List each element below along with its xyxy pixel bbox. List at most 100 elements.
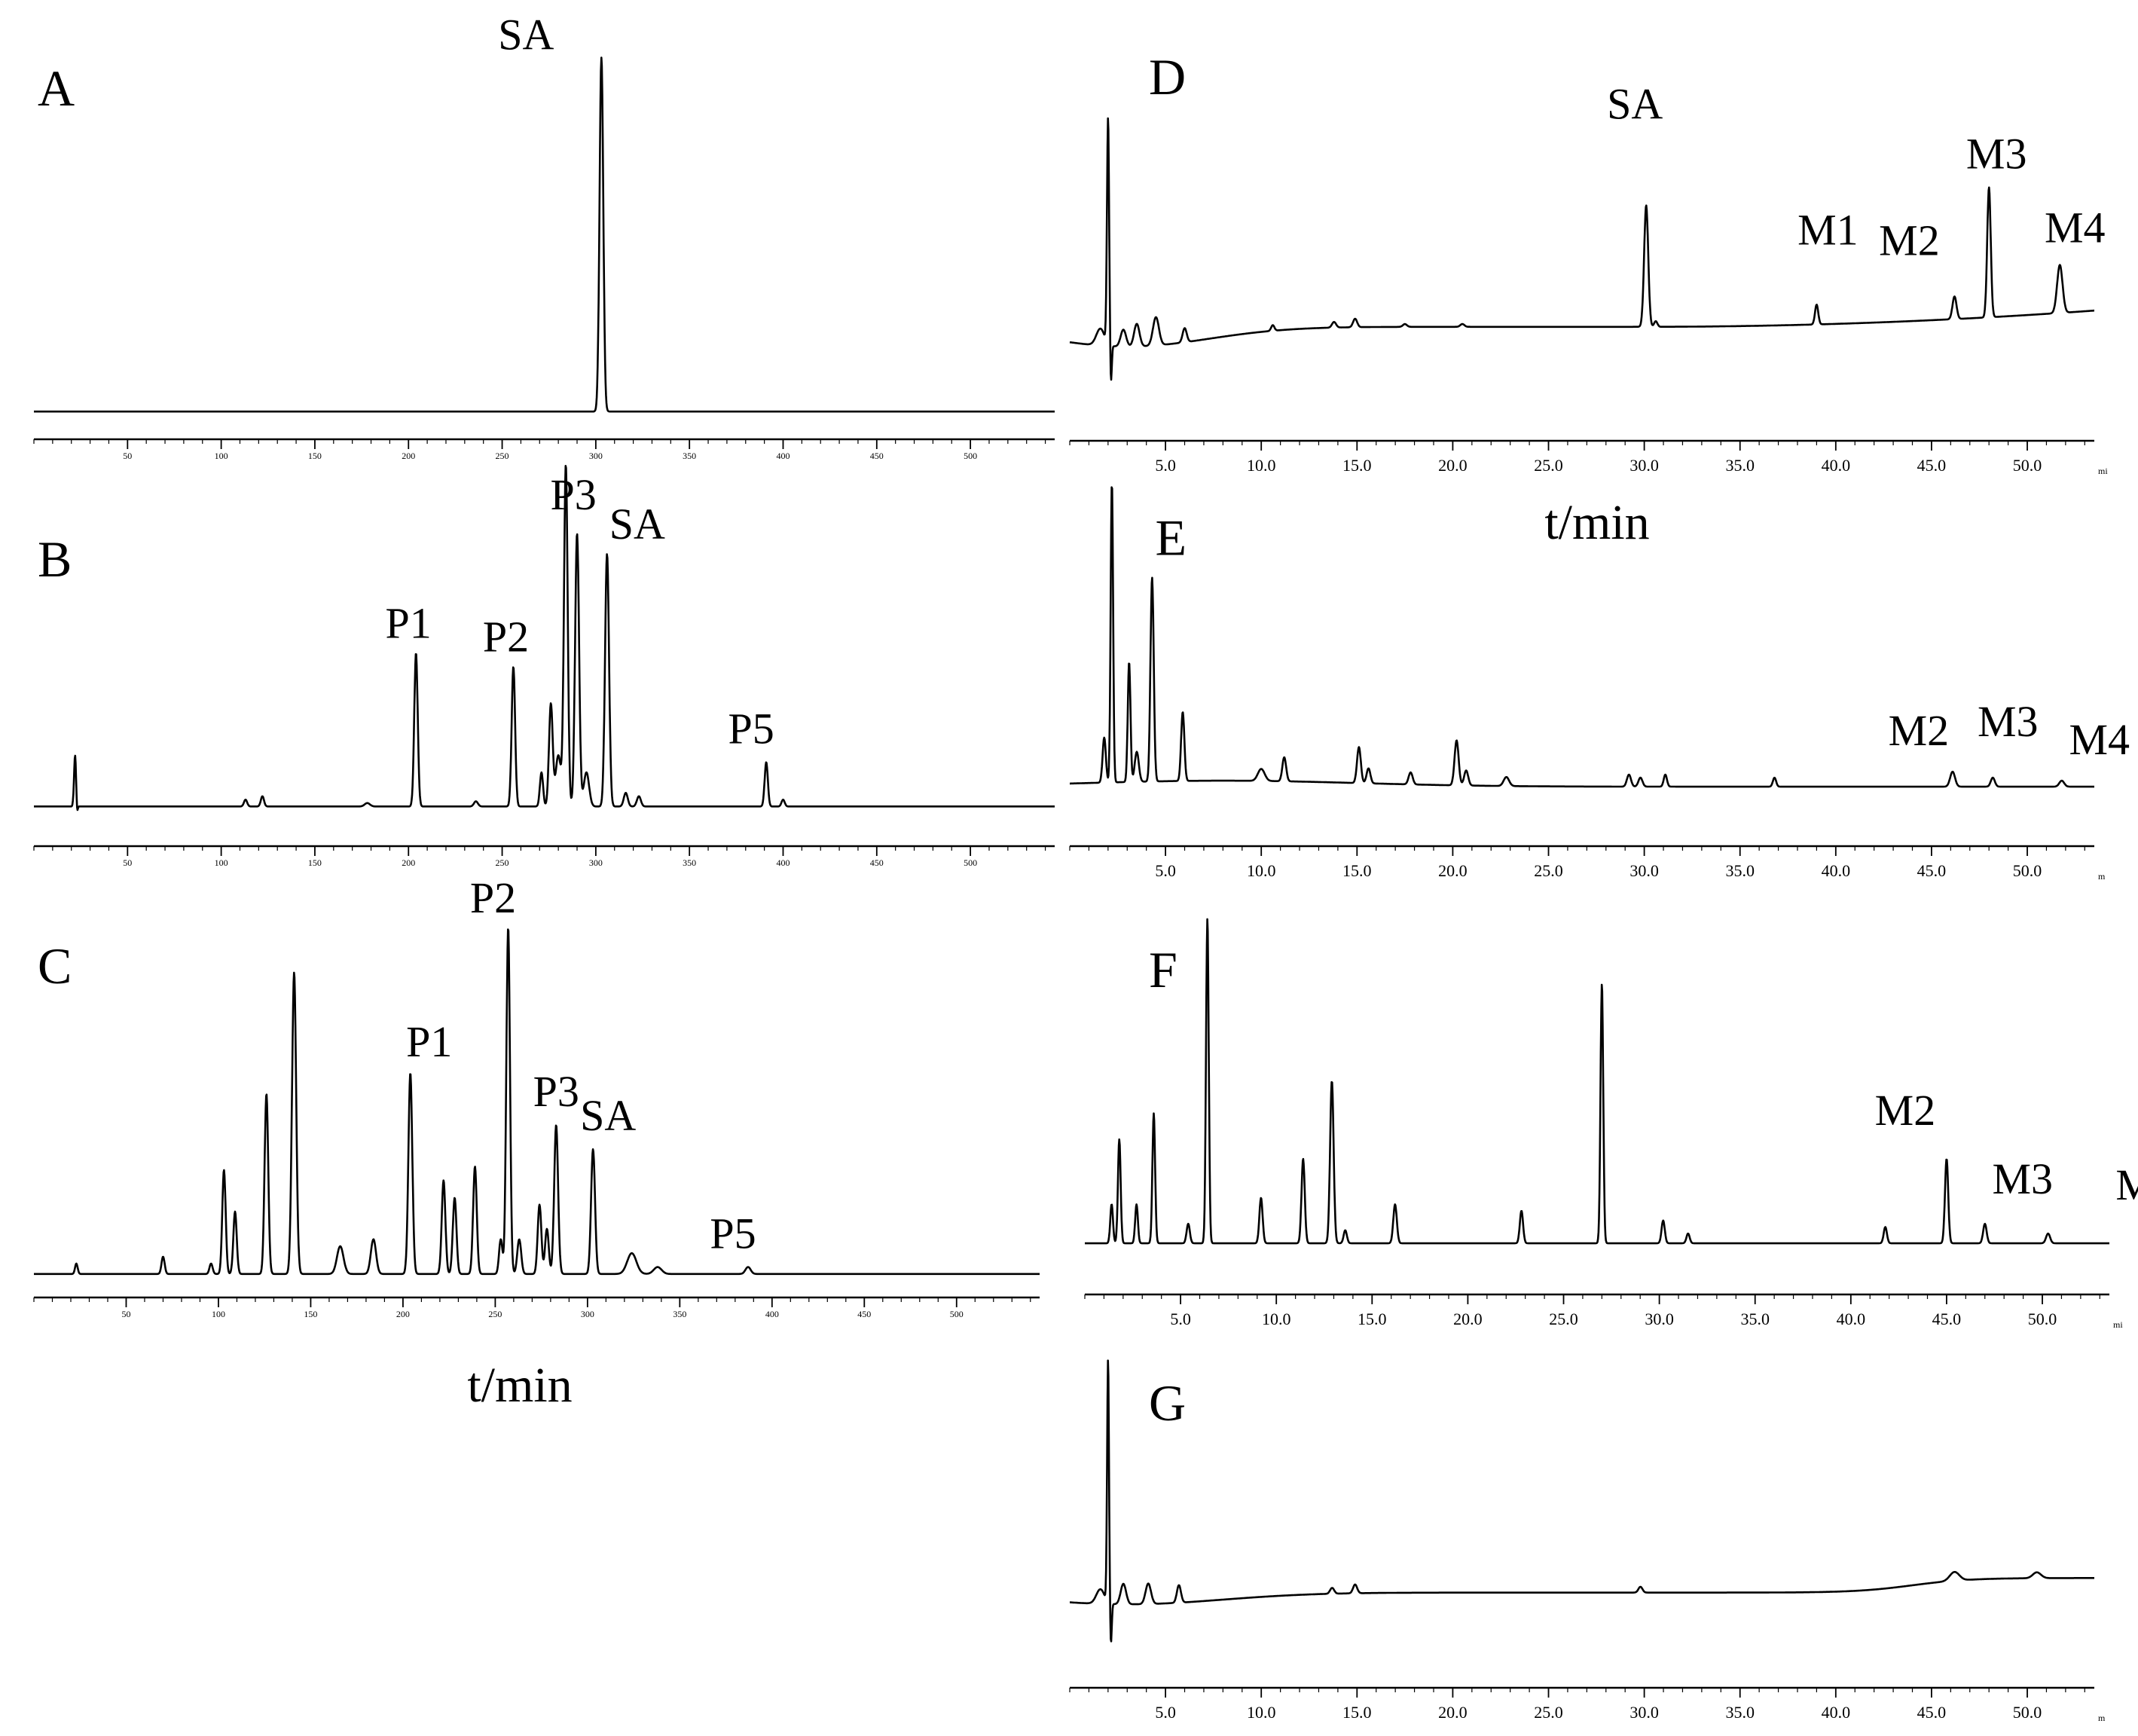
panel-b: 50 100 150 200 250 300 350 400 450 500 B P1 P2 P3 SA P5 xyxy=(33,465,1055,868)
peak-label: SA xyxy=(1607,79,1663,128)
panel-letter: D xyxy=(1149,48,1186,105)
peak-label: P3 xyxy=(550,470,596,519)
x-axis-tick-label: 15.0 xyxy=(1358,1310,1387,1328)
x-axis-tick-label: 500 xyxy=(964,451,977,461)
peak-label: P1 xyxy=(406,1017,452,1066)
chromatogram-trace-c xyxy=(33,928,1040,1276)
x-axis-tick-label: 40.0 xyxy=(1822,861,1851,880)
x-axis-tick-label: 45.0 xyxy=(1932,1310,1962,1328)
panel-letter: G xyxy=(1149,1374,1186,1432)
x-axis-tick-label: 350 xyxy=(683,451,696,461)
x-axis-tick-label: 45.0 xyxy=(1917,1703,1947,1722)
peak-label: SA xyxy=(498,11,554,60)
x-axis-tick-label: 400 xyxy=(776,451,790,461)
x-axis-tick-label: 50.0 xyxy=(2013,1703,2042,1722)
x-axis-tick-label: 25.0 xyxy=(1534,861,1563,880)
x-axis-tick-label: 500 xyxy=(964,857,977,868)
chromatogram-trace-g xyxy=(1069,1359,2095,1643)
peak-label: M2 xyxy=(1875,1086,1936,1135)
x-axis-tick-label: 5.0 xyxy=(1155,1703,1176,1722)
x-axis-tick-label: 150 xyxy=(308,451,322,461)
x-axis-unit-suffix: m xyxy=(2098,1713,2106,1723)
x-axis-tick-label: 45.0 xyxy=(1917,861,1947,880)
x-axis-tick-label: 40.0 xyxy=(1822,456,1851,475)
x-axis-tick-label: 100 xyxy=(215,451,228,461)
x-axis-tick-label: 350 xyxy=(673,1309,686,1319)
panel-a: 50 100 150 200 250 300 350 400 450 500 A SA xyxy=(33,11,1055,461)
x-axis-tick-label: 45.0 xyxy=(1917,456,1947,475)
peak-label: M4 xyxy=(2045,203,2106,252)
x-axis-unit-suffix: mi xyxy=(2113,1319,2123,1330)
x-axis-tick-label: 10.0 xyxy=(1247,1703,1276,1722)
x-axis-tick-label: 50.0 xyxy=(2028,1310,2057,1328)
x-axis-tick-label: 200 xyxy=(402,857,415,868)
x-axis-tick-label: 5.0 xyxy=(1155,861,1176,880)
peak-label: P3 xyxy=(533,1067,579,1116)
x-axis-tick-label: 400 xyxy=(776,857,790,868)
peak-label: SA xyxy=(580,1091,636,1140)
panel-letter: E xyxy=(1156,509,1187,566)
peak-label: SA xyxy=(609,500,665,549)
peak-label: P5 xyxy=(710,1209,756,1258)
x-axis-tick-label: 15.0 xyxy=(1342,1703,1372,1722)
x-axis-tick-label: 50 xyxy=(123,451,132,461)
x-axis-tick-label: 300 xyxy=(589,857,603,868)
panel-letter: B xyxy=(38,530,72,588)
x-axis-tick-label: 5.0 xyxy=(1170,1310,1191,1328)
x-axis-tick-label: 25.0 xyxy=(1534,1703,1563,1722)
x-axis-tick-label: 100 xyxy=(212,1309,225,1319)
x-axis-tick-label: 450 xyxy=(857,1309,871,1319)
chromatogram-trace-b xyxy=(33,465,1055,811)
panels-group: 50 100 150 200 250 300 350 400 450 500 A SA 50 100 150… xyxy=(33,11,2138,1723)
x-axis-tick-label: 10.0 xyxy=(1247,456,1276,475)
peak-label: M2 xyxy=(1889,706,1950,755)
x-axis-tick-label: 200 xyxy=(396,1309,410,1319)
x-axis-tick-label: 20.0 xyxy=(1453,1310,1483,1328)
chromatogram-trace-a xyxy=(33,57,1055,413)
x-axis-tick-label: 35.0 xyxy=(1725,1703,1755,1722)
x-axis-tick-label: 50.0 xyxy=(2013,861,2042,880)
x-axis-tick-label: 150 xyxy=(304,1309,317,1319)
x-axis-tick-label: 5.0 xyxy=(1155,456,1176,475)
x-axis-tick-label: 40.0 xyxy=(1837,1310,1866,1328)
x-axis-tick-label: 450 xyxy=(870,451,884,461)
peak-label: P5 xyxy=(728,704,774,753)
panel-f: 5.0 10.0 15.0 20.0 25.0 30.0 35.0 40.0 45.0 50.0 m… xyxy=(1084,918,2138,1330)
panel-letter: A xyxy=(38,60,75,117)
x-axis-tick-label: 50 xyxy=(123,857,132,868)
chromatogram-trace-e xyxy=(1069,486,2095,788)
panel-c: 50 100 150 200 250 300 350 400 450 500 C P1 P2 P3 SA P5 xyxy=(33,873,1040,1319)
x-axis-tick-label: 100 xyxy=(215,857,228,868)
peak-label: M3 xyxy=(1966,130,2027,179)
x-axis-tick-label: 450 xyxy=(870,857,884,868)
x-axis-tick-label: 30.0 xyxy=(1645,1310,1674,1328)
peak-label: P1 xyxy=(386,599,432,648)
peak-label: P2 xyxy=(483,613,529,662)
x-axis-tick-label: 30.0 xyxy=(1629,1703,1659,1722)
left-column-axis-unit: t/min xyxy=(467,1358,572,1413)
x-axis-tick-label: 350 xyxy=(683,857,696,868)
x-axis-tick-label: 15.0 xyxy=(1342,456,1372,475)
x-axis-tick-label: 20.0 xyxy=(1438,456,1468,475)
peak-label: M4 xyxy=(2115,1160,2138,1209)
panel-g: 5.0 10.0 15.0 20.0 25.0 30.0 35.0 40.0 45.0 50.0 m… xyxy=(1069,1359,2106,1723)
x-axis-tick-label: 250 xyxy=(488,1309,502,1319)
peak-label: M2 xyxy=(1879,215,1940,264)
x-axis-tick-label: 30.0 xyxy=(1629,456,1659,475)
x-axis-tick-label: 30.0 xyxy=(1629,861,1659,880)
x-axis-tick-label: 20.0 xyxy=(1438,1703,1468,1722)
x-axis-tick-label: 250 xyxy=(496,451,509,461)
peak-label: M4 xyxy=(2069,715,2130,764)
x-axis-tick-label: 35.0 xyxy=(1725,456,1755,475)
x-axis-tick-label: 40.0 xyxy=(1822,1703,1851,1722)
x-axis-tick-label: 10.0 xyxy=(1262,1310,1291,1328)
x-axis-tick-label: 400 xyxy=(765,1309,779,1319)
chromatogram-trace-f xyxy=(1084,918,2110,1245)
panel-e: 5.0 10.0 15.0 20.0 25.0 30.0 35.0 40.0 45.0 50.0 m… xyxy=(1069,486,2130,882)
x-axis-tick-label: 50.0 xyxy=(2013,456,2042,475)
x-axis-tick-label: 200 xyxy=(402,451,415,461)
x-axis-tick-label: 300 xyxy=(589,451,603,461)
panel-letter: F xyxy=(1149,941,1177,998)
panel-d: 5.0 10.0 15.0 20.0 25.0 30.0 35.0 40.0 45.0 50.0 m… xyxy=(1069,48,2108,476)
